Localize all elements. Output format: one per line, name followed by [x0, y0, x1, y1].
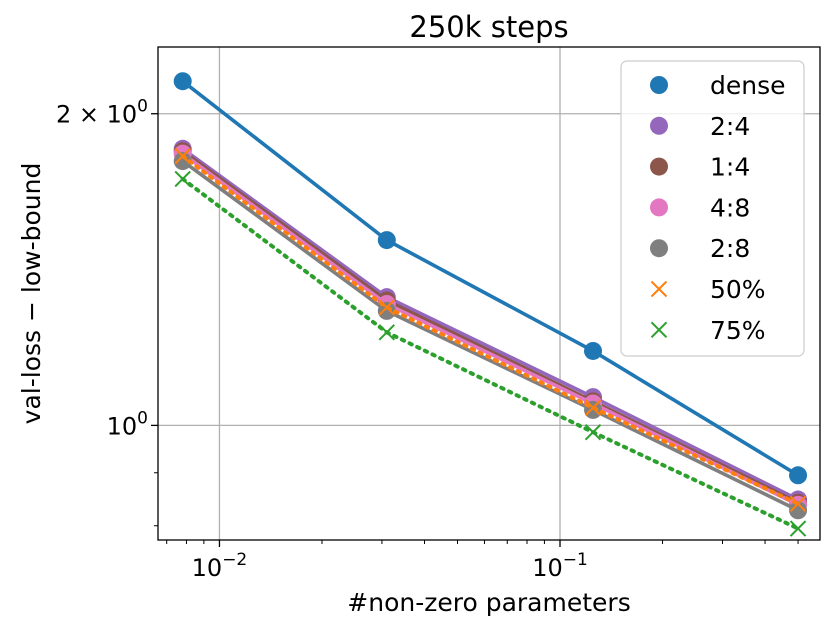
- legend-marker-75: [650, 321, 668, 339]
- y-tick-label: 2 × 100: [56, 97, 148, 129]
- legend-label-4-8: 4:8: [710, 193, 750, 222]
- data-point-dense: [584, 341, 603, 360]
- plot-area: [173, 72, 808, 537]
- x-tick-label: 10−1: [532, 550, 588, 582]
- series-dense: [173, 72, 808, 485]
- data-point-50: [584, 399, 602, 416]
- data-point-2-8: [173, 152, 192, 171]
- data-point-2-8: [377, 301, 396, 320]
- legend-marker-2-4: [650, 116, 668, 135]
- data-point-75: [584, 423, 602, 441]
- data-point-50: [378, 299, 395, 316]
- y-axis-label: val-loss − low-bound: [17, 163, 46, 425]
- axis-ticks: 10−2 10−1 100 2 × 100: [56, 97, 799, 582]
- data-point-50: [174, 147, 191, 165]
- legend-label-2-8: 2:8: [710, 234, 750, 263]
- series-line-dense: [181, 79, 799, 477]
- x-axis-label: #non-zero parameters: [347, 588, 630, 617]
- data-point-75: [378, 324, 395, 341]
- series-line-2-8: [181, 159, 799, 512]
- chart-title: 250k steps: [409, 10, 568, 44]
- legend-marker-2-8: [650, 239, 668, 258]
- legend-label-dense: dense: [710, 71, 786, 100]
- x-tick-label: 10−2: [192, 550, 248, 582]
- legend-label-2-4: 2:4: [710, 112, 750, 141]
- legend-marker-dense: [650, 76, 668, 94]
- data-point-75: [174, 170, 191, 188]
- legend-marker-50: [650, 280, 668, 298]
- y-tick-label: 100: [107, 408, 148, 440]
- series-line-75: [180, 176, 801, 531]
- legend-label-75: 75%: [710, 316, 766, 345]
- series-line-1-4: [181, 149, 799, 505]
- legend-label-50: 50%: [710, 275, 766, 304]
- axes-frame: [157, 46, 821, 541]
- legend-marker-4-8: [650, 198, 668, 217]
- data-point-dense: [377, 231, 396, 250]
- legend: dense 2:4 1:4 4:8 2:8 50% 75%: [620, 60, 805, 357]
- data-point-75: [789, 520, 807, 537]
- series-line-2-4: [181, 147, 799, 502]
- legend-marker-1-4: [650, 157, 668, 176]
- data-point-dense: [789, 466, 808, 485]
- legend-label-1-4: 1:4: [710, 153, 750, 182]
- data-point-50: [789, 495, 807, 512]
- series-75: [174, 170, 807, 537]
- data-point-dense: [173, 72, 192, 91]
- series-50: [174, 147, 807, 512]
- series-line-50: [180, 154, 801, 506]
- data-point-2-8: [789, 501, 808, 520]
